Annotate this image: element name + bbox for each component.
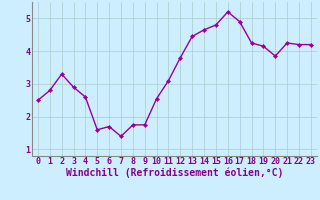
X-axis label: Windchill (Refroidissement éolien,°C): Windchill (Refroidissement éolien,°C) [66, 168, 283, 178]
